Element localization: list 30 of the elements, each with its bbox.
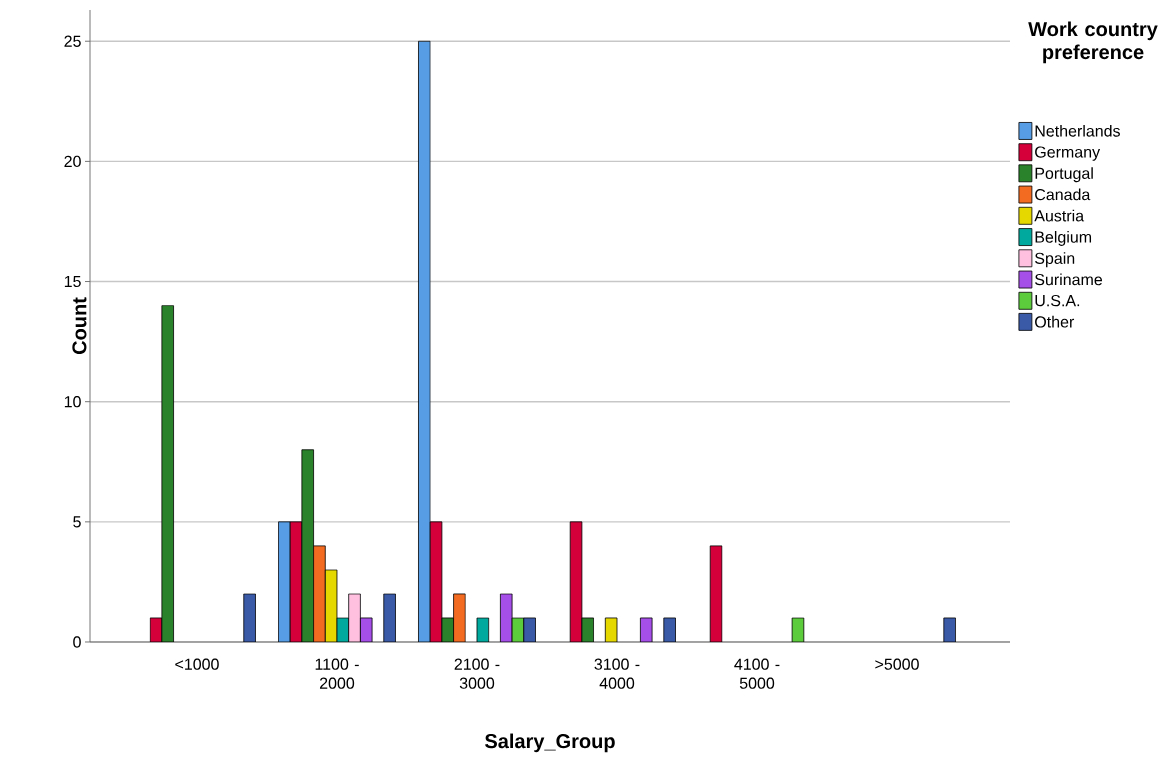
bar xyxy=(418,40,431,642)
y-axis-title: Count xyxy=(72,297,87,355)
bar xyxy=(383,593,396,642)
y-tick-label: 10 xyxy=(64,396,81,408)
x-tick-label: <1000 xyxy=(175,658,219,670)
y-tick-label: 15 xyxy=(64,275,81,288)
x-tick-label: >5000 xyxy=(875,658,919,670)
legend-label: Portugal xyxy=(1035,167,1093,183)
x-tick-label: 3100 - 4000 xyxy=(594,658,640,689)
x-tick-label: 2100 - 3000 xyxy=(454,658,500,689)
legend-label: Netherlands xyxy=(1035,124,1120,137)
bar xyxy=(278,521,291,642)
legend-label: Other xyxy=(1035,315,1075,328)
y-tick-label: 0 xyxy=(73,636,81,648)
bar xyxy=(709,545,723,642)
y-tick-label: 25 xyxy=(64,35,81,47)
legend-label: Germany xyxy=(1035,146,1101,161)
y-tick-label: 20 xyxy=(64,155,81,168)
y-tick-label: 5 xyxy=(73,516,81,528)
x-tick-label: 1100 - 2000 xyxy=(315,658,359,689)
bar xyxy=(243,593,256,642)
legend-label: Suriname xyxy=(1035,273,1103,286)
legend-label: Spain xyxy=(1035,252,1075,268)
legend-label: Canada xyxy=(1035,188,1091,201)
x-axis-title: Salary_Group xyxy=(485,733,615,753)
legend-title: Work country preference xyxy=(1028,21,1158,64)
legend-label: Belgium xyxy=(1035,231,1092,246)
x-tick-label: 4100 - 5000 xyxy=(734,658,780,689)
legend-label: Austria xyxy=(1034,209,1085,222)
legend-label: U.S.A. xyxy=(1035,294,1080,307)
